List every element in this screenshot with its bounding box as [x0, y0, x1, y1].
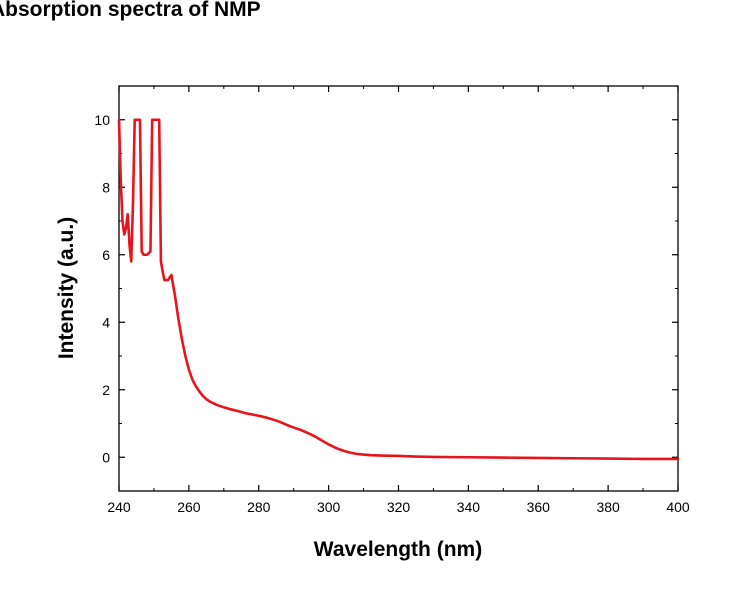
- plot-frame: [118, 85, 679, 492]
- x-tick-label: 260: [177, 499, 201, 515]
- y-axis-label: Intensity (a.u.): [55, 217, 78, 359]
- x-tick-label: 320: [387, 499, 411, 515]
- x-tick-label: 400: [666, 499, 690, 515]
- series-line: [117, 118, 680, 461]
- x-tick-label: 360: [527, 499, 551, 515]
- x-tick-label: 300: [317, 499, 341, 515]
- y-tick-label: 10: [94, 112, 110, 128]
- y-tick-label: 8: [102, 179, 110, 195]
- y-tick-label: 6: [102, 247, 110, 263]
- x-axis-label: Wavelength (nm): [314, 538, 482, 561]
- x-tick-label: 280: [247, 499, 271, 515]
- y-tick-label: 2: [102, 382, 110, 398]
- y-axis-ticks: 0 2 4 6 8 10: [94, 85, 678, 492]
- x-tick-label: 340: [457, 499, 481, 515]
- plot-border: [118, 85, 679, 492]
- series-layer: [117, 118, 680, 461]
- y-tick-label: 0: [102, 449, 110, 465]
- x-tick-label: 380: [596, 499, 620, 515]
- chart-title: Absorption spectra of NMP: [0, 0, 261, 21]
- x-axis-ticks: 240 260 280 300 320 340 360 380 400: [107, 86, 690, 515]
- y-tick-label: 4: [102, 314, 110, 330]
- x-tick-label: 240: [107, 499, 131, 515]
